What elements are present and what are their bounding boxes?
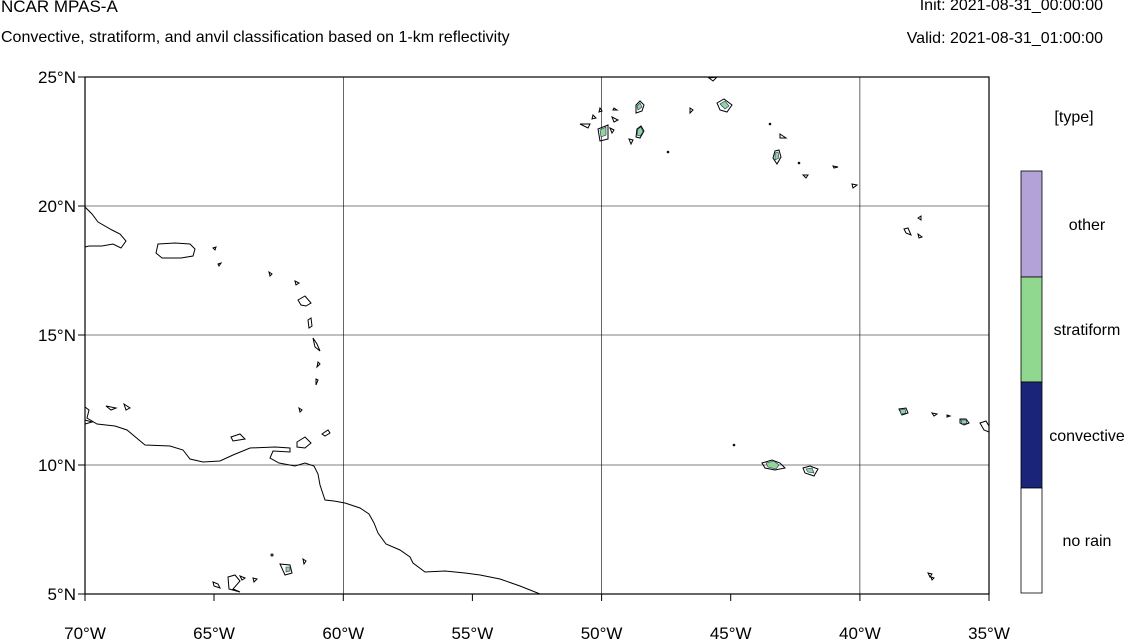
legend-swatch-other [1020, 170, 1043, 278]
lat-tick-label: 20°N [38, 197, 76, 216]
valid-time: Valid: 2021-08-31_01:00:00 [906, 30, 1103, 47]
legend-swatch-no-rain [1020, 487, 1043, 594]
lat-tick-label: 5°N [47, 585, 76, 604]
map-title: NCAR MPAS-A [1, 0, 118, 16]
map-subtitle: Convective, stratiform, and anvil classi… [1, 29, 510, 46]
lon-tick-label: 55°W [452, 624, 494, 641]
init-time: Init: 2021-08-31_00:00:00 [919, 0, 1103, 14]
lon-tick-label: 35°W [968, 624, 1010, 641]
graticule [85, 77, 989, 594]
coastlines [85, 77, 989, 594]
lon-tick-label: 65°W [193, 624, 235, 641]
lat-tick-label: 15°N [38, 326, 76, 345]
legend-title: [type] [1054, 109, 1093, 126]
legend-label-no-rain: no rain [1063, 533, 1112, 550]
lon-tick-label: 40°W [839, 624, 881, 641]
legend-label-stratiform: stratiform [1054, 322, 1121, 339]
tick-marks [78, 76, 990, 601]
precip-cells [285, 100, 968, 573]
lon-tick-label: 45°W [710, 624, 752, 641]
legend-swatch-convective [1020, 381, 1043, 489]
legend: [type] other stratiform convective no ra… [1020, 109, 1125, 594]
map-frame [84, 76, 990, 595]
lat-tick-label: 25°N [38, 68, 76, 87]
lon-tick-label: 70°W [64, 624, 106, 641]
lat-tick-label: 10°N [38, 456, 76, 475]
legend-label-convective: convective [1049, 428, 1125, 445]
legend-swatch-stratiform [1020, 276, 1043, 383]
legend-label-other: other [1069, 217, 1106, 234]
lon-tick-label: 60°W [322, 624, 364, 641]
lon-tick-label: 50°W [581, 624, 623, 641]
